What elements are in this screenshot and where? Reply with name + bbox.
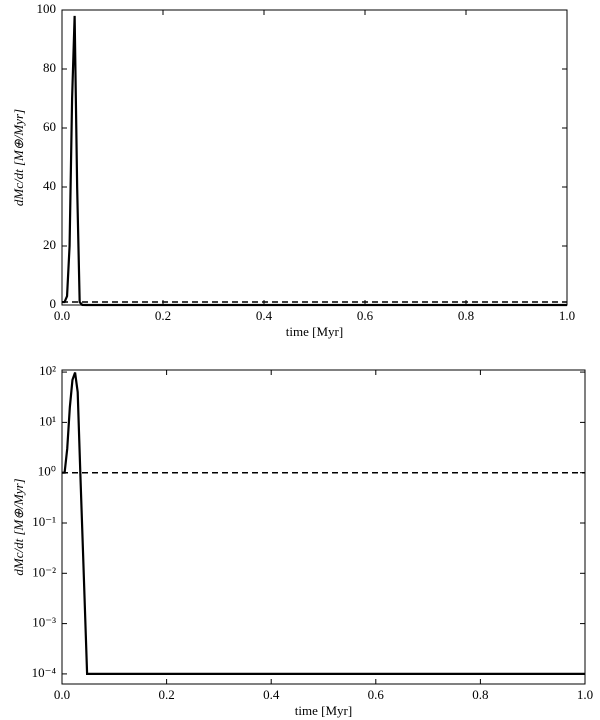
- x-tick-label: 0.2: [155, 308, 171, 323]
- y-axis-label: dMc/dt [M⊕/Myr]: [11, 109, 26, 206]
- y-tick-label: 10⁰: [38, 464, 56, 479]
- x-tick-label: 0.6: [368, 687, 385, 702]
- x-tick-label: 0.0: [54, 687, 70, 702]
- y-tick-label: 40: [43, 178, 56, 193]
- y-tick-label: 20: [43, 237, 56, 252]
- x-axis-label: time [Myr]: [295, 703, 352, 718]
- x-tick-label: 1.0: [577, 687, 593, 702]
- x-tick-label: 1.0: [559, 308, 575, 323]
- x-tick-label: 0.2: [158, 687, 174, 702]
- y-tick-label: 10⁻³: [32, 615, 56, 630]
- y-tick-label: 10⁻¹: [32, 514, 56, 529]
- x-axis-label: time [Myr]: [286, 324, 343, 339]
- x-tick-label: 0.6: [357, 308, 374, 323]
- x-tick-label: 0.8: [472, 687, 488, 702]
- plot-frame: [61, 9, 568, 306]
- y-tick-label: 10⁻²: [32, 564, 56, 579]
- x-tick-label: 0.0: [54, 308, 70, 323]
- y-tick-label: 10²: [39, 363, 56, 378]
- x-tick-label: 0.4: [256, 308, 273, 323]
- y-tick-label: 60: [43, 119, 56, 134]
- y-tick-label: 0: [50, 296, 57, 311]
- series-line: [62, 15, 567, 307]
- series-line: [62, 372, 585, 676]
- x-tick-label: 0.8: [458, 308, 474, 323]
- y-tick-label: 10¹: [39, 413, 56, 428]
- y-tick-label: 80: [43, 60, 56, 75]
- y-tick-label: 100: [37, 1, 57, 16]
- y-axis-label: dMc/dt [M⊕/Myr]: [11, 478, 26, 575]
- plot-frame: [61, 369, 586, 685]
- x-tick-label: 0.4: [263, 687, 280, 702]
- y-tick-label: 10⁻⁴: [32, 665, 57, 680]
